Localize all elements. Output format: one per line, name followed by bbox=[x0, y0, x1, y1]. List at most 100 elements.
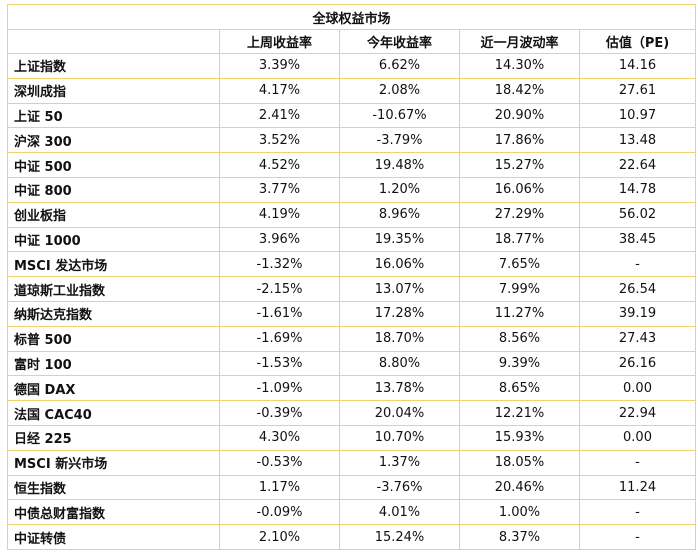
table-row: 道琼斯工业指数 -2.15% 13.07% 7.99% 26.54 bbox=[7, 276, 696, 302]
table-body: 全球权益市场 上周收益率 今年收益率 近一月波动率 估值（PE) 上证指数 3.39% 6… bbox=[7, 4, 696, 550]
cell: 9.39% bbox=[459, 350, 580, 377]
cell: 56.02 bbox=[579, 201, 696, 228]
table-row: 创业板指 4.19% 8.96% 27.29% 56.02 bbox=[7, 201, 696, 228]
header-cell: 上周收益率 bbox=[219, 29, 340, 54]
cell: 11.24 bbox=[579, 474, 696, 501]
cell: 2.41% bbox=[219, 102, 340, 129]
cell: -2.15% bbox=[219, 276, 340, 302]
cell: 4.19% bbox=[219, 201, 340, 228]
table-row: 上证 50 2.41% -10.67% 20.90% 10.97 bbox=[7, 102, 696, 129]
cell: 8.96% bbox=[339, 201, 460, 228]
cell: 39.19 bbox=[579, 300, 696, 327]
row-label: 创业板指 bbox=[7, 201, 220, 228]
cell: 26.16 bbox=[579, 350, 696, 377]
cell: 19.48% bbox=[339, 152, 460, 178]
cell: 1.17% bbox=[219, 474, 340, 501]
cell: 17.86% bbox=[459, 127, 580, 154]
row-label: 富时 100 bbox=[7, 350, 220, 377]
cell: 3.96% bbox=[219, 226, 340, 253]
cell: 0.00 bbox=[579, 424, 696, 451]
table-row: 纳斯达克指数 -1.61% 17.28% 11.27% 39.19 bbox=[7, 300, 696, 327]
row-label: 恒生指数 bbox=[7, 474, 220, 501]
header-cell: 估值（PE) bbox=[579, 29, 696, 54]
table-row: 标普 500 -1.69% 18.70% 8.56% 27.43 bbox=[7, 325, 696, 352]
table-row: 日经 225 4.30% 10.70% 15.93% 0.00 bbox=[7, 424, 696, 451]
table-row: 中证转债 2.10% 15.24% 8.37% - bbox=[7, 524, 696, 550]
cell: 7.99% bbox=[459, 276, 580, 302]
cell: -0.39% bbox=[219, 400, 340, 426]
header-cell: 今年收益率 bbox=[339, 29, 460, 54]
cell: 13.48 bbox=[579, 127, 696, 154]
row-label: 中债总财富指数 bbox=[7, 499, 220, 526]
cell: 18.42% bbox=[459, 77, 580, 104]
cell: 3.52% bbox=[219, 127, 340, 154]
cell: -3.76% bbox=[339, 474, 460, 501]
row-label: 纳斯达克指数 bbox=[7, 300, 220, 327]
cell: 0.00 bbox=[579, 375, 696, 402]
title-row: 全球权益市场 bbox=[7, 4, 696, 30]
cell: 3.39% bbox=[219, 53, 340, 79]
row-label: 中证 1000 bbox=[7, 226, 220, 253]
cell: 10.97 bbox=[579, 102, 696, 129]
cell: 1.20% bbox=[339, 176, 460, 203]
table-row: 中证 800 3.77% 1.20% 16.06% 14.78 bbox=[7, 176, 696, 203]
cell: -10.67% bbox=[339, 102, 460, 129]
table-row: 德国 DAX -1.09% 13.78% 8.65% 0.00 bbox=[7, 375, 696, 402]
cell: 10.70% bbox=[339, 424, 460, 451]
cell: -3.79% bbox=[339, 127, 460, 154]
table-row: 中证 1000 3.96% 19.35% 18.77% 38.45 bbox=[7, 226, 696, 253]
cell: 4.52% bbox=[219, 152, 340, 178]
cell: -1.69% bbox=[219, 325, 340, 352]
cell: 15.27% bbox=[459, 152, 580, 178]
cell: 14.78 bbox=[579, 176, 696, 203]
cell: 14.16 bbox=[579, 53, 696, 79]
cell: - bbox=[579, 449, 696, 476]
header-row: 上周收益率 今年收益率 近一月波动率 估值（PE) bbox=[7, 29, 696, 54]
cell: 16.06% bbox=[459, 176, 580, 203]
cell: 27.43 bbox=[579, 325, 696, 352]
cell: 26.54 bbox=[579, 276, 696, 302]
row-label: 日经 225 bbox=[7, 424, 220, 451]
row-label: 德国 DAX bbox=[7, 375, 220, 402]
cell: 22.64 bbox=[579, 152, 696, 178]
cell: 4.01% bbox=[339, 499, 460, 526]
cell: 27.29% bbox=[459, 201, 580, 228]
table-row: MSCI 新兴市场 -0.53% 1.37% 18.05% - bbox=[7, 449, 696, 476]
row-label: MSCI 发达市场 bbox=[7, 251, 220, 278]
cell: 19.35% bbox=[339, 226, 460, 253]
cell: 1.37% bbox=[339, 449, 460, 476]
row-label: 法国 CAC40 bbox=[7, 400, 220, 426]
cell: 17.28% bbox=[339, 300, 460, 327]
cell: -1.32% bbox=[219, 251, 340, 278]
table-title: 全球权益市场 bbox=[7, 4, 696, 30]
cell: 14.30% bbox=[459, 53, 580, 79]
table-row: 富时 100 -1.53% 8.80% 9.39% 26.16 bbox=[7, 350, 696, 377]
cell: 6.62% bbox=[339, 53, 460, 79]
cell: 8.56% bbox=[459, 325, 580, 352]
table-row: 上证指数 3.39% 6.62% 14.30% 14.16 bbox=[7, 53, 696, 79]
cell: 8.80% bbox=[339, 350, 460, 377]
header-cell: 近一月波动率 bbox=[459, 29, 580, 54]
cell: 8.65% bbox=[459, 375, 580, 402]
cell: 4.17% bbox=[219, 77, 340, 104]
cell: 2.10% bbox=[219, 524, 340, 550]
cell: - bbox=[579, 499, 696, 526]
table-row: 中债总财富指数 -0.09% 4.01% 1.00% - bbox=[7, 499, 696, 526]
cell: 18.05% bbox=[459, 449, 580, 476]
cell: -1.61% bbox=[219, 300, 340, 327]
cell: 27.61 bbox=[579, 77, 696, 104]
cell: 2.08% bbox=[339, 77, 460, 104]
cell: 20.46% bbox=[459, 474, 580, 501]
row-label: 道琼斯工业指数 bbox=[7, 276, 220, 302]
cell: -1.09% bbox=[219, 375, 340, 402]
header-cell bbox=[7, 29, 220, 54]
row-label: 中证 800 bbox=[7, 176, 220, 203]
table-row: 深圳成指 4.17% 2.08% 18.42% 27.61 bbox=[7, 77, 696, 104]
table-row: MSCI 发达市场 -1.32% 16.06% 7.65% - bbox=[7, 251, 696, 278]
row-label: 深圳成指 bbox=[7, 77, 220, 104]
cell: - bbox=[579, 524, 696, 550]
cell: 22.94 bbox=[579, 400, 696, 426]
cell: -0.53% bbox=[219, 449, 340, 476]
cell: 20.04% bbox=[339, 400, 460, 426]
cell: 16.06% bbox=[339, 251, 460, 278]
